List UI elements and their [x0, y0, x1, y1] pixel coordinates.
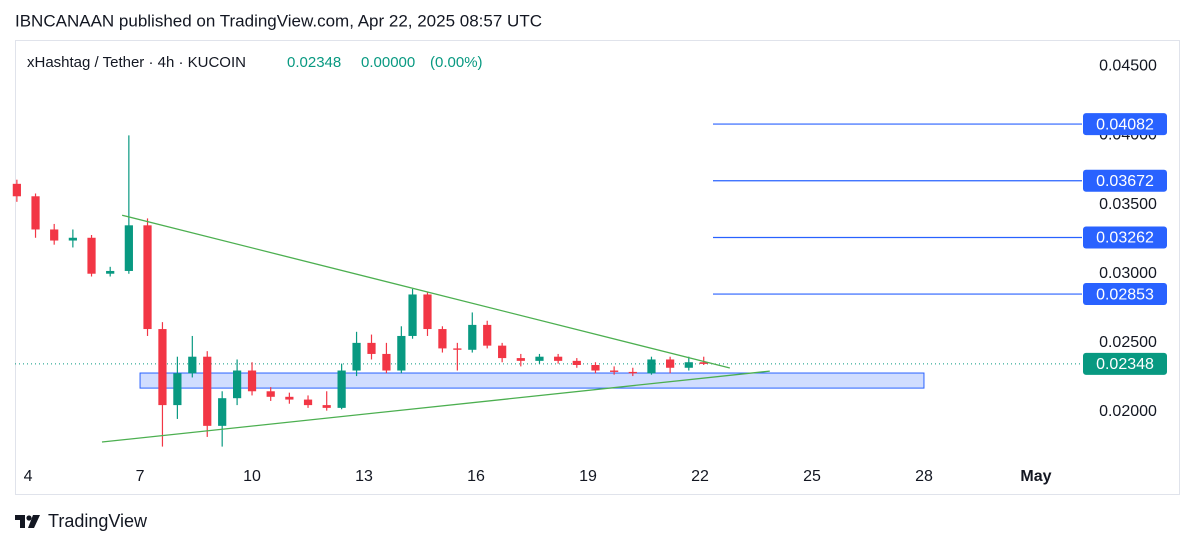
candle-body	[247, 370, 257, 392]
candle-body	[382, 353, 391, 371]
candle-body	[233, 370, 242, 399]
candle-body	[397, 335, 406, 371]
x-tick-label: May	[1020, 468, 1051, 485]
candle-body	[498, 345, 507, 359]
candle-body	[468, 324, 477, 350]
candle-body	[188, 356, 197, 374]
x-tick-label: 10	[243, 468, 261, 485]
candle-body	[516, 358, 525, 361]
level-tag	[1083, 113, 1167, 136]
candle-body	[218, 398, 227, 426]
level-tag-label: 0.02853	[1096, 286, 1154, 303]
candle-body	[303, 399, 313, 406]
level-tag-label: 0.03672	[1096, 173, 1154, 190]
candle-body	[352, 342, 361, 371]
candle-body	[483, 324, 492, 346]
last-price-tag	[1083, 352, 1167, 375]
level-tag	[1083, 169, 1167, 192]
candle-body	[554, 356, 563, 361]
candle-body	[699, 362, 708, 364]
brand-logo	[15, 515, 40, 528]
candle-body	[173, 373, 182, 406]
brand: TradingView	[48, 511, 148, 531]
x-tick-label: 25	[803, 468, 821, 485]
candle-body	[106, 270, 115, 274]
candle-body	[408, 294, 417, 336]
candle-body	[68, 237, 77, 241]
x-tick-label: 4	[24, 468, 33, 485]
candle-body	[143, 225, 152, 330]
last-price: 0.02348	[287, 54, 341, 71]
candle-body	[684, 362, 693, 368]
candle-body	[423, 294, 432, 330]
candle-body	[453, 348, 462, 350]
x-tick-label: 13	[355, 468, 373, 485]
level-tag	[1083, 283, 1167, 306]
y-tick-label: 0.02000	[1099, 403, 1157, 420]
candle-body	[572, 360, 581, 365]
last-price-tag-label: 0.02348	[1096, 356, 1154, 373]
candle-body	[50, 229, 59, 241]
chart-frame	[15, 40, 1180, 495]
candle-body	[12, 183, 21, 197]
x-tick-label: 28	[915, 468, 933, 485]
candle-body	[647, 359, 656, 374]
candle-body	[628, 371, 637, 374]
candle-body	[666, 359, 675, 368]
attribution: IBNCANAAN published on TradingView.com, …	[15, 11, 542, 30]
candle-body	[591, 365, 600, 371]
candle-body	[337, 370, 346, 408]
x-tick-label: 22	[691, 468, 709, 485]
trendline	[121, 214, 731, 369]
candle-body	[610, 370, 619, 372]
candle-body	[285, 396, 294, 400]
candle-body	[203, 356, 212, 426]
x-tick-label: 19	[579, 468, 597, 485]
candle-body	[124, 225, 133, 271]
candle-body	[266, 391, 275, 397]
y-tick-label: 0.03500	[1099, 196, 1157, 213]
trendline	[101, 370, 770, 443]
x-tick-label: 16	[467, 468, 485, 485]
x-tick-label: 7	[136, 468, 145, 485]
change-pct: (0.00%)	[430, 54, 483, 71]
support-zone	[139, 372, 925, 389]
y-tick-label: 0.03000	[1099, 265, 1157, 282]
level-tag-label: 0.03262	[1096, 230, 1154, 247]
level-tag-label: 0.04082	[1096, 116, 1154, 133]
candle-body	[438, 329, 447, 349]
candle-body	[322, 405, 331, 408]
candle-body	[87, 237, 96, 274]
candle-body	[31, 196, 40, 230]
candle-body	[535, 356, 544, 361]
symbol: xHashtag / Tether · 4h · KUCOIN	[27, 54, 246, 71]
level-tag	[1083, 226, 1167, 249]
y-tick-label: 0.04500	[1099, 57, 1157, 74]
change: 0.00000	[361, 54, 415, 71]
candle-body	[158, 329, 167, 406]
y-tick-label: 0.02500	[1099, 334, 1157, 351]
candle-body	[367, 342, 376, 354]
